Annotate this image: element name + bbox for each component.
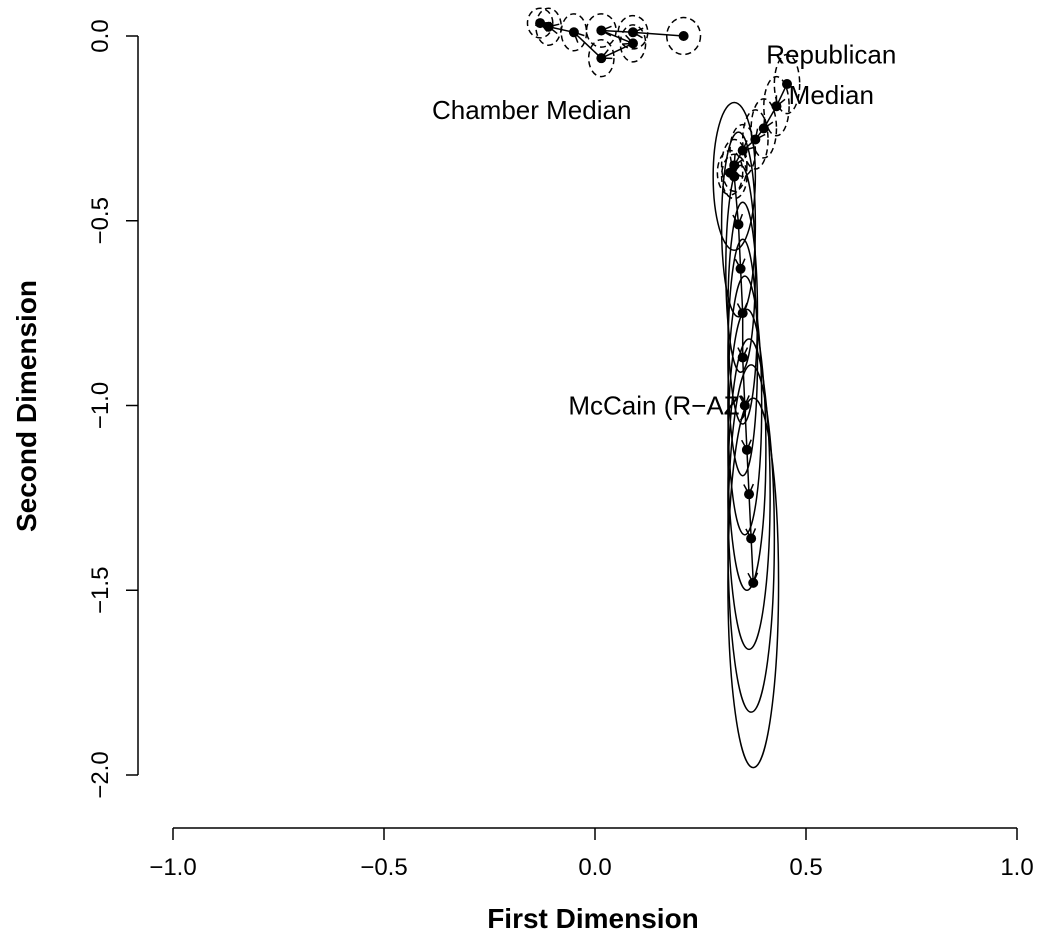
trajectory-arrow [736,268,748,315]
confidence-ellipse [727,201,759,425]
confidence-ellipse [727,238,759,477]
data-point [596,53,607,64]
data-point [739,400,750,411]
x-tick-label: 1.0 [1000,854,1033,881]
trajectory-points [535,18,793,588]
data-point [735,263,746,274]
data-point [627,27,638,38]
confidence-ellipse [617,14,649,50]
confidence-ellipse [720,138,748,192]
y-tick-label: 0.0 [87,19,114,52]
data-point [729,171,740,182]
confidence-ellipse [716,149,744,196]
annotation-median: Median [789,80,874,110]
confidence-ellipse [727,275,763,536]
data-point [758,123,769,134]
trajectory-arrow [599,42,634,60]
data-point [678,31,689,41]
x-axis: −1.0 −0.5 0.0 0.5 1.0 [149,827,1034,881]
y-tick-label: −1.0 [87,382,114,429]
confidence-ellipse [727,308,767,591]
data-point [543,21,554,32]
y-axis: 0.0 −0.5 −1.0 −1.5 −2.0 [87,19,139,799]
data-point [750,134,761,145]
data-point [744,489,755,500]
y-axis-title: Second Dimension [11,280,42,532]
annotation-chamber-median: Chamber Median [432,95,631,125]
confidence-ellipses [526,7,801,769]
confidence-ellipse [750,98,778,159]
annotation-republican: Republican [766,39,896,69]
annotation-mccain: McCain (R−AZ) [568,391,748,421]
trajectory-arrow [743,449,755,496]
data-point [737,308,748,319]
data-point [733,219,744,230]
x-tick-label: 0.5 [789,854,822,881]
confidence-ellipse [619,24,647,63]
data-point [627,38,638,49]
data-point [596,25,607,36]
confidence-ellipse [587,38,615,78]
confidence-ellipse [585,13,617,48]
data-point [737,145,748,156]
confidence-ellipse [665,16,702,56]
x-tick-label: −1.0 [149,854,196,881]
data-point [737,352,748,363]
trajectory-arrow [631,27,684,39]
confidence-ellipse [763,75,790,137]
x-tick-label: 0.0 [578,854,611,881]
data-point [535,18,546,29]
data-point [746,533,757,544]
confidence-ellipse [725,164,757,373]
confidence-ellipse [535,7,562,46]
confidence-ellipse [560,13,588,52]
x-tick-label: −0.5 [360,854,407,881]
data-point [748,577,759,588]
confidence-ellipse [712,101,757,252]
y-tick-label: −0.5 [87,197,114,244]
data-point [771,101,782,112]
confidence-ellipse [727,397,780,769]
confidence-ellipse [720,131,757,318]
x-axis-title: First Dimension [487,903,699,934]
confidence-ellipse [773,53,801,115]
confidence-ellipse [526,7,554,39]
data-point [782,79,793,90]
data-point [568,27,579,38]
trajectory-arrow [747,538,759,585]
y-tick-label: −2.0 [87,751,114,798]
y-tick-label: −1.5 [87,567,114,614]
data-point [729,160,740,171]
data-point [741,444,752,455]
